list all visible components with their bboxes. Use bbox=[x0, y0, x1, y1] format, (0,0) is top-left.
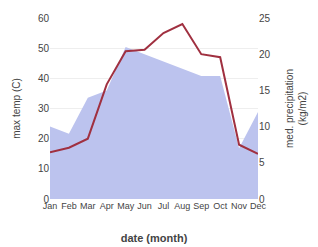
svg-text:5: 5 bbox=[259, 157, 265, 168]
svg-text:60: 60 bbox=[38, 13, 50, 24]
svg-text:40: 40 bbox=[38, 73, 50, 84]
svg-text:30: 30 bbox=[38, 103, 50, 114]
svg-text:10: 10 bbox=[38, 163, 50, 174]
svg-text:Dec: Dec bbox=[250, 201, 267, 211]
svg-text:Mar: Mar bbox=[80, 201, 96, 211]
svg-text:0: 0 bbox=[259, 194, 265, 205]
svg-text:Jun: Jun bbox=[137, 201, 152, 211]
svg-text:Jan: Jan bbox=[43, 201, 58, 211]
svg-text:25: 25 bbox=[259, 13, 271, 24]
svg-text:Aug: Aug bbox=[174, 201, 190, 211]
svg-text:med. precipitation(kg/m2): med. precipitation(kg/m2) bbox=[284, 69, 308, 148]
svg-text:max temp (C): max temp (C) bbox=[11, 78, 22, 139]
svg-text:15: 15 bbox=[259, 85, 271, 96]
svg-text:50: 50 bbox=[38, 43, 50, 54]
svg-text:Feb: Feb bbox=[61, 201, 77, 211]
svg-text:Nov: Nov bbox=[231, 201, 248, 211]
svg-text:Apr: Apr bbox=[100, 201, 114, 211]
svg-text:May: May bbox=[117, 201, 135, 211]
svg-text:20: 20 bbox=[38, 133, 50, 144]
svg-text:Sep: Sep bbox=[193, 201, 209, 211]
svg-text:20: 20 bbox=[259, 49, 271, 60]
svg-text:Oct: Oct bbox=[213, 201, 228, 211]
svg-text:date (month): date (month) bbox=[121, 232, 188, 244]
svg-text:10: 10 bbox=[259, 121, 271, 132]
svg-text:0: 0 bbox=[43, 194, 49, 205]
svg-text:Jul: Jul bbox=[158, 201, 170, 211]
